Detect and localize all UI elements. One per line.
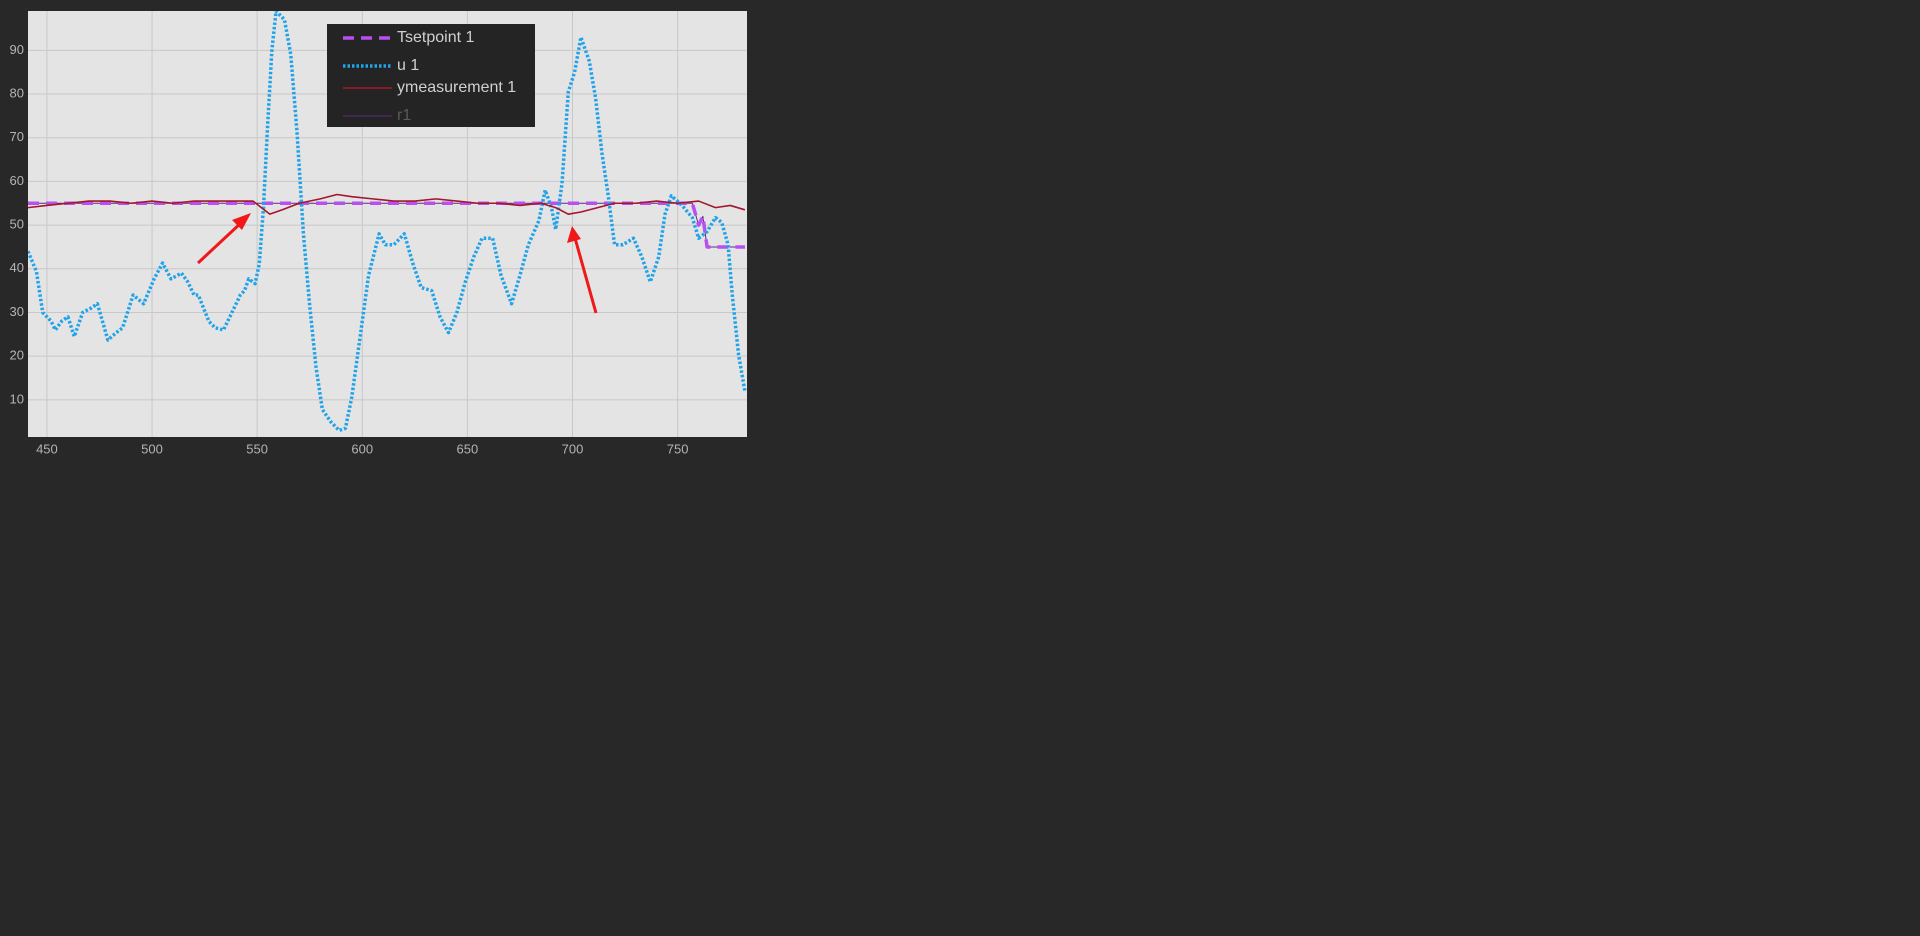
y-tick-label: 30 (10, 304, 24, 319)
series-line (28, 11, 747, 433)
x-tick-label: 550 (246, 441, 268, 456)
y-tick-label: 40 (10, 260, 24, 275)
x-tick-label: 750 (667, 441, 689, 456)
annotation-arrow (196, 213, 251, 265)
x-tick-label: 650 (457, 441, 479, 456)
series-line (28, 201, 745, 249)
y-tick-label: 50 (10, 217, 24, 232)
x-tick-label: 600 (351, 441, 373, 456)
y-tick-label: 90 (10, 42, 24, 57)
legend-box (327, 24, 535, 127)
series-line (28, 193, 746, 215)
plot-lines (28, 11, 747, 433)
annotation-arrow (567, 226, 598, 314)
legend: Tsetpoint 1 u 1 ymeasurement 1 r1 (327, 24, 535, 127)
legend-label: r1 (397, 107, 411, 124)
x-tick-label: 500 (141, 441, 163, 456)
legend-label: ymeasurement 1 (397, 79, 516, 96)
y-tick-label: 10 (10, 391, 24, 406)
legend-label: u 1 (397, 57, 419, 74)
y-tick-label: 20 (10, 348, 24, 363)
legend-label: Tsetpoint 1 (397, 29, 474, 46)
x-tick-label: 450 (36, 441, 58, 456)
y-tick-label: 60 (10, 173, 24, 188)
y-tick-label: 80 (10, 85, 24, 100)
ticks: 450 500 550 600 650 700 750 10 20 30 40 50 60 70 80 90 (10, 42, 689, 457)
x-tick-label: 700 (562, 441, 584, 456)
y-tick-label: 70 (10, 129, 24, 144)
